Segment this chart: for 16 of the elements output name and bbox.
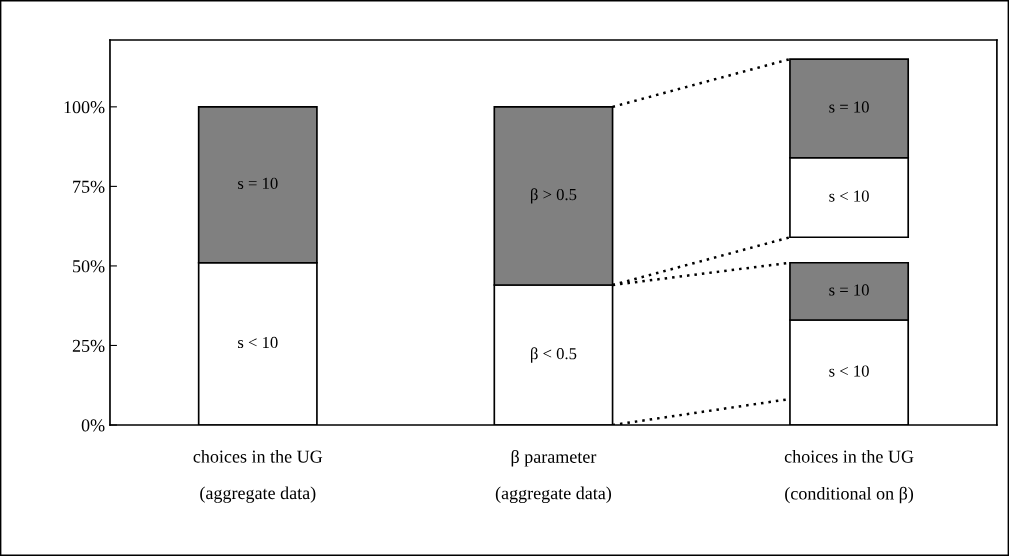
series-label: β < 0.5 [530, 347, 577, 363]
series-label: s < 10 [238, 336, 278, 349]
y-tick-label: 50% [73, 260, 105, 273]
text: s < 10 [829, 365, 869, 377]
series-label: s = 10 [829, 101, 869, 113]
series-label: β > 0.5 [530, 188, 577, 204]
category-label: choices in the UG (aggregate data) [193, 450, 323, 503]
series-label: s < 10 [829, 190, 869, 202]
y-tick-label: 100% [64, 101, 105, 114]
y-tick-label: 0% [81, 419, 105, 432]
text: s = 10 [238, 177, 278, 189]
y-tick-label: 75% [73, 180, 105, 193]
y-tick-label: 25% [72, 339, 105, 352]
series-label: s = 10 [829, 284, 869, 296]
category-label: choices in the UG (conditional on β) [784, 450, 914, 504]
x-tick-label: β parameter (aggregate data) [495, 450, 612, 504]
